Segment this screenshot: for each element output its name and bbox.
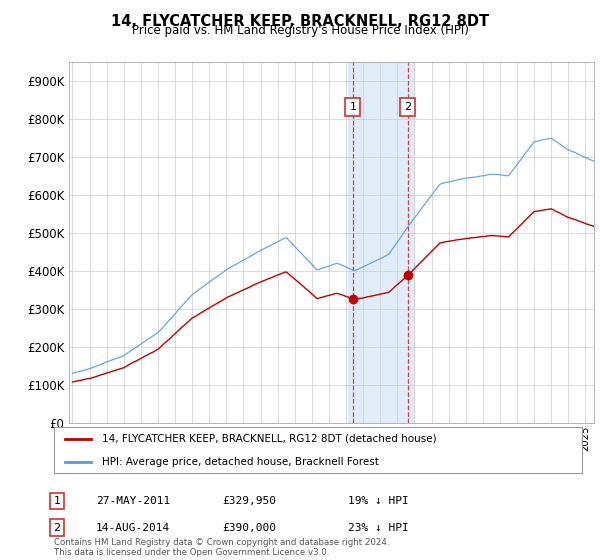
Text: 1: 1 (53, 496, 61, 506)
Text: £329,950: £329,950 (222, 496, 276, 506)
Text: HPI: Average price, detached house, Bracknell Forest: HPI: Average price, detached house, Brac… (101, 457, 379, 466)
Text: 14, FLYCATCHER KEEP, BRACKNELL, RG12 8DT (detached house): 14, FLYCATCHER KEEP, BRACKNELL, RG12 8DT… (101, 434, 436, 444)
Text: £390,000: £390,000 (222, 522, 276, 533)
Text: 23% ↓ HPI: 23% ↓ HPI (348, 522, 409, 533)
Text: Price paid vs. HM Land Registry's House Price Index (HPI): Price paid vs. HM Land Registry's House … (131, 24, 469, 37)
Bar (348, 62, 413, 423)
Text: 2: 2 (53, 522, 61, 533)
Text: 1: 1 (349, 102, 356, 112)
Text: 14-AUG-2014: 14-AUG-2014 (96, 522, 170, 533)
Text: 2: 2 (404, 102, 412, 112)
Text: 19% ↓ HPI: 19% ↓ HPI (348, 496, 409, 506)
Text: Contains HM Land Registry data © Crown copyright and database right 2024.
This d: Contains HM Land Registry data © Crown c… (54, 538, 389, 557)
Text: 14, FLYCATCHER KEEP, BRACKNELL, RG12 8DT: 14, FLYCATCHER KEEP, BRACKNELL, RG12 8DT (111, 14, 489, 29)
Text: 27-MAY-2011: 27-MAY-2011 (96, 496, 170, 506)
